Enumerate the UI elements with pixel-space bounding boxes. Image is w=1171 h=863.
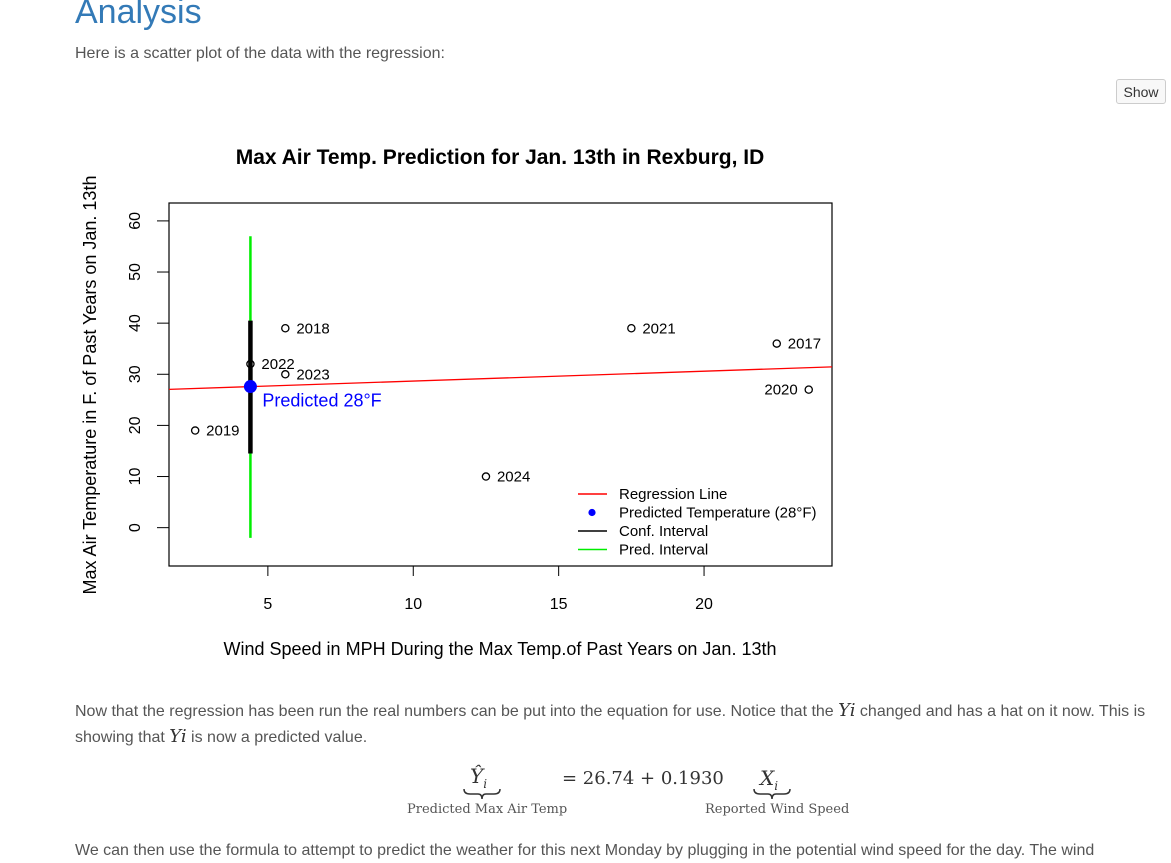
predicted-point xyxy=(243,380,257,394)
legend-label: Pred. Interval xyxy=(619,542,708,559)
legend-label: Conf. Interval xyxy=(619,523,708,540)
x-tick-label: 5 xyxy=(263,596,272,613)
point-label: 2022 xyxy=(261,356,294,373)
point-label: 2018 xyxy=(296,320,329,337)
regression-line xyxy=(168,366,833,391)
x-axis-label: Wind Speed in MPH During the Max Temp.of… xyxy=(224,639,777,659)
point-label: 2021 xyxy=(642,320,675,337)
plot-frame xyxy=(168,202,833,567)
page-heading: Analysis xyxy=(75,0,202,31)
y-tick-label: 10 xyxy=(127,468,144,486)
data-point xyxy=(190,426,200,435)
y-tick-label: 30 xyxy=(127,365,144,383)
intro-text: Here is a scatter plot of the data with … xyxy=(75,45,445,62)
y-tick-label: 40 xyxy=(127,314,144,332)
equation-x-label: Reported Wind Speed xyxy=(705,802,850,817)
point-label: 2017 xyxy=(788,336,821,353)
x-tick-label: 20 xyxy=(695,596,713,613)
x-tick-label: 15 xyxy=(550,596,568,613)
y-tick-label: 50 xyxy=(127,263,144,281)
paragraph-prediction: We can then use the formula to attempt t… xyxy=(75,842,1095,859)
data-point xyxy=(246,359,255,369)
show-code-button[interactable]: Show xyxy=(1116,79,1166,104)
point-label: 2020 xyxy=(764,382,797,399)
equation-lhs: Ŷi xyxy=(470,764,488,791)
equation-lhs-label: Predicted Max Air Temp xyxy=(407,802,568,817)
data-point xyxy=(627,324,636,333)
y-axis-label: Max Air Temperature in F. of Past Years … xyxy=(80,176,100,595)
paragraph-regression: Now that the regression has been run the… xyxy=(75,698,1160,750)
data-point xyxy=(804,385,813,394)
para1-var-yi: Yi xyxy=(838,700,856,721)
y-tick-label: 0 xyxy=(127,523,144,532)
point-label: 2024 xyxy=(497,469,530,486)
data-point xyxy=(281,370,290,379)
para1-text-a: Now that the regression has been run the… xyxy=(75,703,839,720)
para1-var-yi-2: Yi xyxy=(169,726,187,747)
x-underbrace xyxy=(753,788,791,800)
equation-x: Xi xyxy=(760,766,779,793)
scatter-chart: Max Air Temp. Prediction for Jan. 13th i… xyxy=(80,146,833,659)
predicted-label: Predicted 28°F xyxy=(262,391,381,411)
para1-text-c: is now a predicted value. xyxy=(186,729,368,746)
legend-marker xyxy=(588,508,596,517)
data-point xyxy=(281,324,290,333)
y-tick-label: 60 xyxy=(127,212,144,230)
para1-text-b: changed and has a hat on it now. This is… xyxy=(75,703,1146,746)
legend-label: Regression Line xyxy=(619,486,727,503)
legend-label: Predicted Temperature (28°F) xyxy=(619,505,816,522)
chart-title: Max Air Temp. Prediction for Jan. 13th i… xyxy=(236,146,765,169)
point-label: 2023 xyxy=(296,366,329,383)
y-tick-label: 20 xyxy=(127,416,144,434)
point-label: 2019 xyxy=(206,423,239,440)
lhs-underbrace xyxy=(463,788,501,800)
equation-rhs: = 26.74 + 0.1930 xyxy=(562,768,724,789)
x-tick-label: 10 xyxy=(404,596,422,613)
data-point xyxy=(772,339,782,348)
data-point xyxy=(481,472,491,481)
